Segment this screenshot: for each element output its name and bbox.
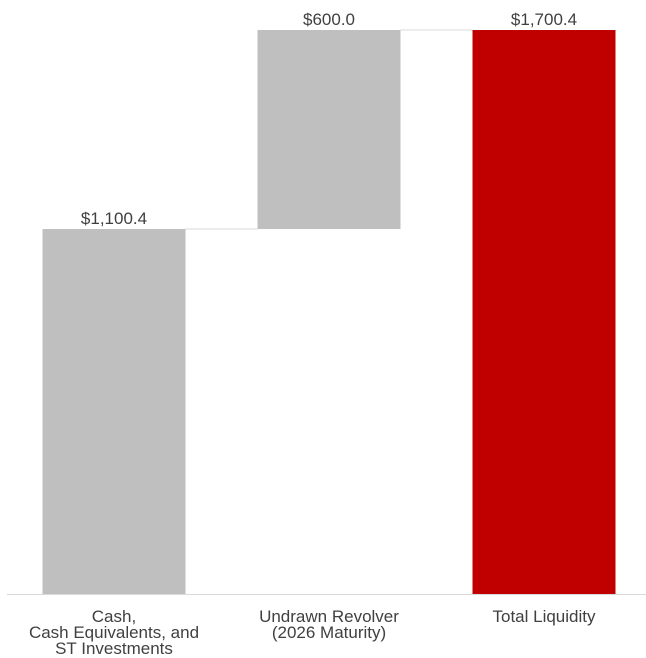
x-tick-label-line: ST Investments <box>55 639 173 658</box>
x-tick-labels-layer: Cash, Cash Equivalents, and ST Investments… <box>29 607 596 658</box>
x-tick-label-line: Undrawn Revolver <box>259 607 399 626</box>
data-label-total-liquidity: $1,700.4 <box>511 10 577 29</box>
x-tick-label-line: (2026 Maturity) <box>272 623 386 642</box>
data-labels-layer: $1,100.4 $600.0 $1,700.4 <box>81 10 577 228</box>
x-tick-label-line: Cash Equivalents, and <box>29 623 199 642</box>
data-label-cash-cash-equivalents-and-st-investments: $1,100.4 <box>81 209 147 228</box>
bar-total-liquidity <box>472 30 616 594</box>
data-label-undrawn-revolver-2026-maturity: $600.0 <box>303 10 355 29</box>
x-tick-label-total-liquidity: Total Liquidity <box>492 607 596 626</box>
bars-layer <box>42 30 616 594</box>
connectors-layer <box>185 29 473 230</box>
x-tick-label-line: Total Liquidity <box>492 607 596 626</box>
bar-undrawn-revolver-2026-maturity <box>257 30 401 230</box>
bar-cash-cash-equivalents-and-st-investments <box>42 229 186 594</box>
x-tick-label-line: Cash, <box>92 607 136 626</box>
x-tick-label-cash-cash-equivalents-and-st-investments: Cash, Cash Equivalents, and ST Investments <box>29 607 199 658</box>
x-tick-label-undrawn-revolver-2026-maturity: Undrawn Revolver (2026 Maturity) <box>259 607 399 642</box>
